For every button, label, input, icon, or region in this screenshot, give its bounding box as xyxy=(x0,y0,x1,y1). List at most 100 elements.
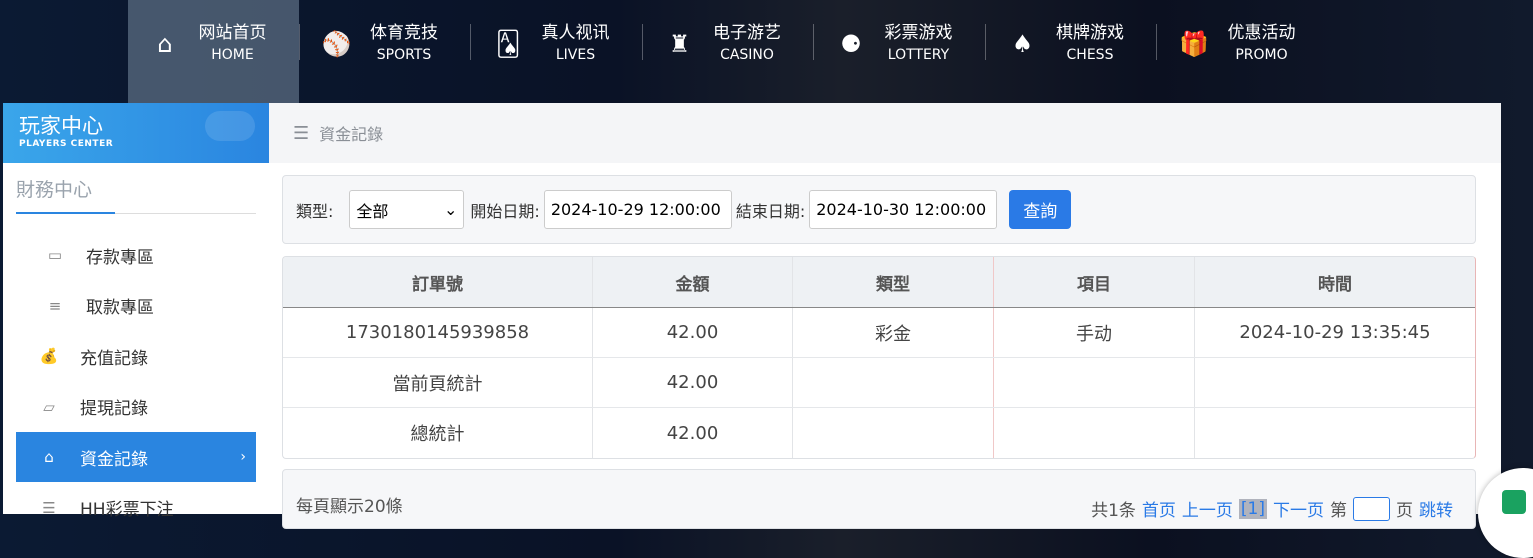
nav-label: 体育竞技 xyxy=(370,23,438,43)
type-select-value: 全部 xyxy=(356,201,389,221)
sidebar-item-label: HH彩票下注 xyxy=(80,500,174,520)
start-date-input[interactable]: 2024-10-29 12:00:00 xyxy=(543,190,732,229)
pagination-bar: 每頁顯示20條 共1条 首页 上一页 [1] 下一页 第 页 跳转 xyxy=(282,469,1476,529)
gift-icon: 🎁 xyxy=(1179,30,1209,58)
nav-item-casino[interactable]: ♜ 电子游艺 CASINO xyxy=(643,0,814,103)
chevron-down-icon: ⌄ xyxy=(444,200,458,219)
lottery-balls-icon: ⚈ xyxy=(840,30,862,58)
sidebar-item-label: 提現記錄 xyxy=(80,399,148,419)
sidebar-item-5[interactable]: ☰ HH彩票下注 xyxy=(16,483,256,533)
ball-icon: ⚾ xyxy=(321,30,352,58)
nav-item-promo[interactable]: 🎁 优惠活动 PROMO xyxy=(1157,0,1328,103)
nav-item-sports[interactable]: ⚾ 体育竞技 SPORTS xyxy=(300,0,471,103)
nav-divider xyxy=(641,24,643,60)
next-page-link[interactable]: 下一页 xyxy=(1273,501,1324,521)
table-cell xyxy=(1195,408,1475,458)
type-select[interactable]: 全部 ⌄ xyxy=(349,190,465,229)
nav-sublabel: LOTTERY xyxy=(887,47,950,63)
table-header-row: 訂單號 金額 類型 項目 時間 xyxy=(283,257,1475,308)
chat-icon xyxy=(1502,490,1526,514)
sidebar-item-label: 充值記錄 xyxy=(80,348,148,369)
nav-sublabel: PROMO xyxy=(1235,47,1288,63)
sidebar-item-3[interactable]: ▱ 提現記錄 xyxy=(16,382,256,432)
list-icon: ☰ xyxy=(42,498,56,517)
sidebar-item-label: 資金記錄 xyxy=(80,449,148,470)
page-number-input[interactable] xyxy=(1353,496,1390,521)
sidebar-item-label: 取款專區 xyxy=(86,298,154,318)
cards-icon: 🂡 xyxy=(495,30,521,58)
nav-divider xyxy=(298,24,300,60)
query-button[interactable]: 查詢 xyxy=(1009,190,1072,229)
nav-item-lottery[interactable]: ⚈ 彩票游戏 LOTTERY xyxy=(814,0,985,103)
nav-divider xyxy=(813,24,814,60)
nav-sublabel: CHESS xyxy=(1066,47,1114,63)
gamepad-icon xyxy=(205,111,255,141)
players-center-header: 玩家中心 PLAYERS CENTER xyxy=(3,103,269,163)
roulette-icon: ♜ xyxy=(668,30,691,58)
sidebar-item-0[interactable]: ▭ 存款專區 xyxy=(16,230,256,280)
nav-sublabel: CASINO xyxy=(720,47,774,63)
money-bag-icon: 💰 xyxy=(39,347,59,365)
nav-sublabel: LIVES xyxy=(555,47,596,63)
total-count: 共1条 xyxy=(1091,501,1136,521)
nav-sublabel: SPORTS xyxy=(376,47,432,63)
jump-link[interactable]: 跳转 xyxy=(1419,501,1453,521)
prev-page-link[interactable]: 上一页 xyxy=(1181,501,1233,521)
card-icon: ▭ xyxy=(47,246,63,264)
start-date-label: 開始日期: xyxy=(470,201,540,221)
home-icon: ⌂ xyxy=(157,30,173,58)
nav-sublabel: HOME xyxy=(211,47,254,63)
nav-label: 棋牌游戏 xyxy=(1056,23,1124,43)
nav-label: 真人视讯 xyxy=(541,23,610,43)
page-prefix: 第 xyxy=(1330,501,1347,521)
table-cell: 彩金 xyxy=(793,308,994,357)
menu-icon[interactable]: ☰ xyxy=(293,122,310,144)
table-cell: 42.00 xyxy=(593,358,793,407)
nav-label: 电子游艺 xyxy=(713,23,781,43)
sidebar-item-label: 存款專區 xyxy=(86,247,154,268)
table-cell: 2024-10-29 13:35:45 xyxy=(1239,322,1431,343)
table-cell xyxy=(994,358,1195,407)
main-panel: ☰ 資金記錄 類型: 全部 ⌄ 開始日期: 2024-10-29 12:00:00… xyxy=(269,103,1501,529)
section-title: 財務中心 xyxy=(16,175,256,214)
fund-icon: ⌂ xyxy=(44,448,54,466)
nav-item-chess[interactable]: ♠ 棋牌游戏 CHESS xyxy=(986,0,1157,103)
nav-label: 网站首页 xyxy=(198,23,267,43)
nav-item-lives[interactable]: 🂡 真人视讯 LIVES xyxy=(471,0,642,103)
chevron-right-icon: › xyxy=(240,449,246,465)
table-cell: 42.00 xyxy=(593,408,793,458)
fund-records-table: 訂單號 金額 類型 項目 時間 1730180145939858 42.00 彩金 手动 2024… xyxy=(282,256,1476,459)
sidebar-subtitle: PLAYERS CENTER xyxy=(19,139,114,149)
table-cell: 1730180145939858 xyxy=(283,308,593,357)
sidebar: 玩家中心 PLAYERS CENTER 財務中心 ▭ 存款專區 ≡ 取款專區 💰 充值記錄… xyxy=(3,103,269,520)
nav-divider xyxy=(984,24,986,60)
spade-icon: ♠ xyxy=(1011,30,1034,58)
breadcrumb-label: 資金記錄 xyxy=(319,125,384,144)
nav-label: 优惠活动 xyxy=(1227,23,1296,43)
table-cell: 42.00 xyxy=(593,308,793,357)
breadcrumb: ☰ 資金記錄 xyxy=(269,103,1501,163)
nav-divider xyxy=(1156,24,1157,60)
sidebar-item-4[interactable]: ⌂ 資金記錄 › xyxy=(16,432,256,482)
current-page[interactable]: [1] xyxy=(1238,498,1267,519)
table-cell xyxy=(1195,358,1475,407)
first-page-link[interactable]: 首页 xyxy=(1141,501,1176,521)
sidebar-item-2[interactable]: 💰 充值記錄 xyxy=(16,331,256,381)
table-row: 總統計 42.00 xyxy=(283,408,1475,458)
table-cell: 總統計 xyxy=(283,408,593,458)
table-cell: 時間 xyxy=(1318,274,1352,295)
end-date-input[interactable]: 2024-10-30 12:00:00 xyxy=(809,190,998,229)
table-cell: 項目 xyxy=(994,257,1195,307)
sidebar-item-1[interactable]: ≡ 取款專區 xyxy=(16,281,256,331)
wallet-icon: ▱ xyxy=(43,397,55,416)
table-row: 1730180145939858 42.00 彩金 手动 2024-10-29 13:3… xyxy=(283,308,1475,358)
nav-item-home[interactable]: ⌂ 网站首页 HOME xyxy=(128,0,299,103)
table-cell: 手动 xyxy=(994,308,1195,357)
table-row: 當前頁統計 42.00 xyxy=(283,358,1475,408)
top-nav: ⌂ 网站首页 HOME ⚾ 体育竞技 SPORTS 🂡 真人视讯 LIVES ♜ 电子游艺 CASIN… xyxy=(0,0,1533,103)
filter-bar: 類型: 全部 ⌄ 開始日期: 2024-10-29 12:00:00 結束日期: … xyxy=(282,175,1476,244)
type-label: 類型: xyxy=(296,201,334,221)
nav-label: 彩票游戏 xyxy=(884,23,953,43)
hand-money-icon: ≡ xyxy=(48,296,62,315)
table-cell: 金額 xyxy=(593,257,793,307)
